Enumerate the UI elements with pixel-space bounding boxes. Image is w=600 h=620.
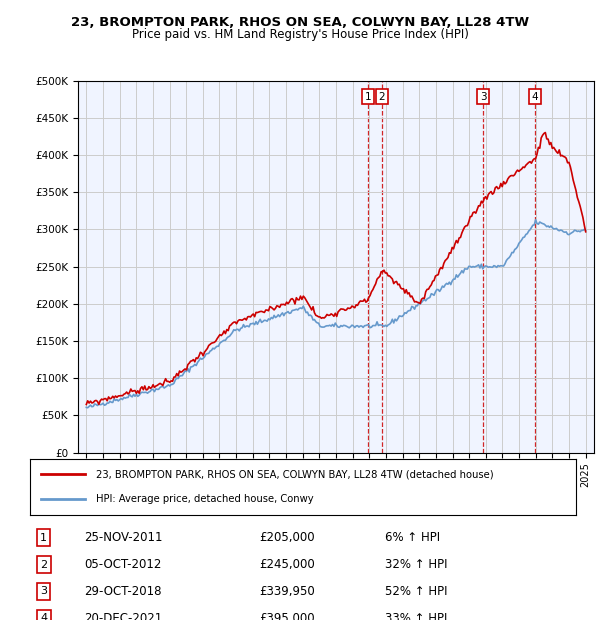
Text: 23, BROMPTON PARK, RHOS ON SEA, COLWYN BAY, LL28 4TW: 23, BROMPTON PARK, RHOS ON SEA, COLWYN B… (71, 16, 529, 29)
Text: 3: 3 (40, 587, 47, 596)
Text: £205,000: £205,000 (259, 531, 315, 544)
Text: 6% ↑ HPI: 6% ↑ HPI (385, 531, 440, 544)
Text: 4: 4 (532, 92, 539, 102)
Text: £339,950: £339,950 (259, 585, 315, 598)
Text: £395,000: £395,000 (259, 612, 315, 620)
Text: 25-NOV-2011: 25-NOV-2011 (85, 531, 163, 544)
Text: 52% ↑ HPI: 52% ↑ HPI (385, 585, 448, 598)
Text: 23, BROMPTON PARK, RHOS ON SEA, COLWYN BAY, LL28 4TW (detached house): 23, BROMPTON PARK, RHOS ON SEA, COLWYN B… (95, 469, 493, 479)
Text: 1: 1 (364, 92, 371, 102)
Text: 33% ↑ HPI: 33% ↑ HPI (385, 612, 447, 620)
Text: 29-OCT-2018: 29-OCT-2018 (85, 585, 162, 598)
Text: 2: 2 (40, 560, 47, 570)
Text: 3: 3 (479, 92, 486, 102)
Text: £245,000: £245,000 (259, 558, 315, 571)
Text: 32% ↑ HPI: 32% ↑ HPI (385, 558, 448, 571)
Text: 4: 4 (40, 613, 47, 620)
Text: 2: 2 (379, 92, 385, 102)
Text: 05-OCT-2012: 05-OCT-2012 (85, 558, 162, 571)
Text: 20-DEC-2021: 20-DEC-2021 (85, 612, 163, 620)
Text: HPI: Average price, detached house, Conwy: HPI: Average price, detached house, Conw… (95, 494, 313, 504)
Text: Price paid vs. HM Land Registry's House Price Index (HPI): Price paid vs. HM Land Registry's House … (131, 28, 469, 41)
Text: 1: 1 (40, 533, 47, 542)
